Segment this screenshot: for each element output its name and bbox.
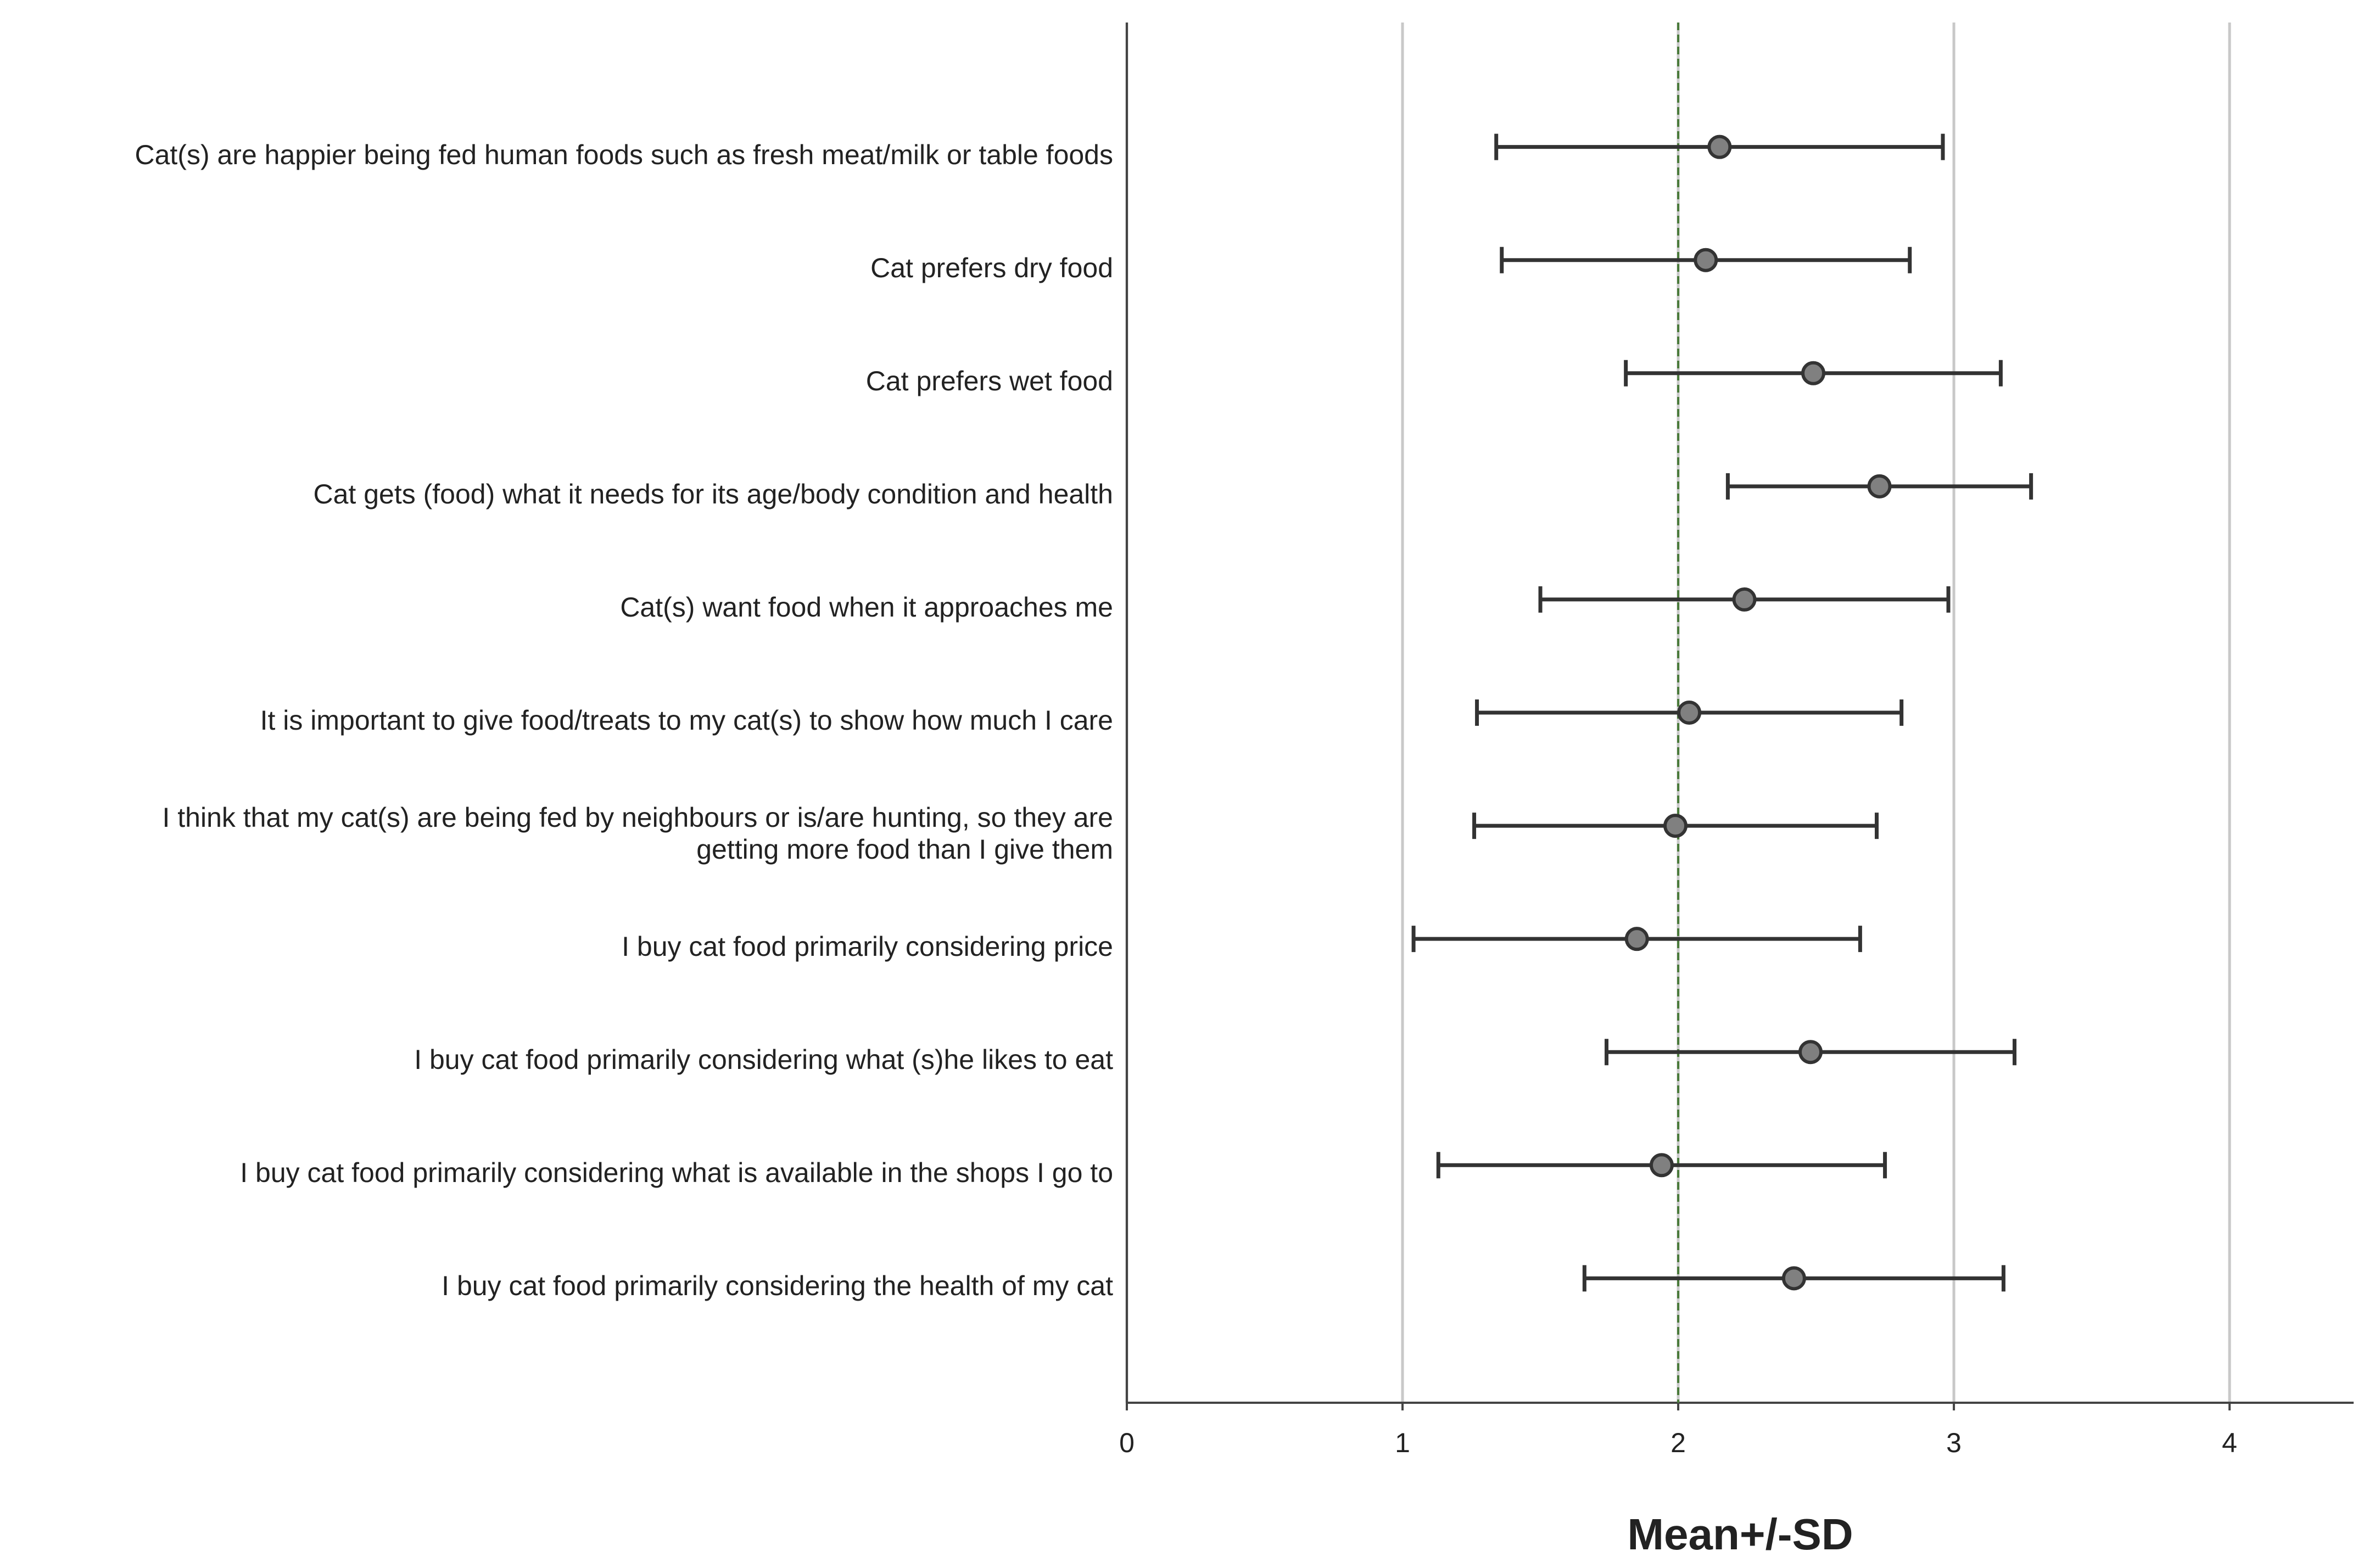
- y-tick-label: I buy cat food primarily considering wha…: [240, 1157, 1113, 1189]
- mean-point: [1732, 587, 1757, 612]
- y-tick-label: Cat(s) want food when it approaches me: [620, 591, 1113, 623]
- y-tick-label: Cat(s) are happier being fed human foods…: [135, 139, 1114, 170]
- x-tick-label: 1: [1395, 1427, 1410, 1458]
- x-axis-title: Mean+/-SD: [1627, 1510, 1853, 1559]
- mean-point: [1694, 248, 1718, 272]
- y-tick-label: It is important to give food/treats to m…: [260, 705, 1113, 736]
- y-tick-label: Cat prefers dry food: [870, 252, 1113, 283]
- y-tick-label: I buy cat food primarily considering the…: [442, 1270, 1113, 1302]
- y-tick-label: I buy cat food primarily considering wha…: [414, 1044, 1113, 1076]
- y-tick-label: I buy cat food primarily considering pri…: [622, 931, 1113, 962]
- y-tick-label: Cat gets (food) what it needs for its ag…: [313, 478, 1113, 509]
- mean-point: [1649, 1153, 1674, 1178]
- x-tick-label: 2: [1670, 1427, 1686, 1458]
- mean-point: [1663, 814, 1688, 838]
- mean-point: [1867, 474, 1892, 499]
- y-tick-label: Cat prefers wet food: [865, 365, 1113, 396]
- mean-point: [1781, 1266, 1806, 1291]
- mean-point: [1707, 135, 1732, 159]
- x-tick-label: 0: [1119, 1427, 1135, 1458]
- mean-point: [1801, 361, 1826, 385]
- y-tick-label: I think that my cat(s) are being fed by …: [162, 802, 1114, 865]
- mean-point: [1677, 701, 1702, 725]
- x-tick-label: 3: [1946, 1427, 1962, 1458]
- x-tick-label: 4: [2222, 1427, 2237, 1458]
- mean-point: [1624, 927, 1649, 951]
- mean-point: [1798, 1040, 1823, 1065]
